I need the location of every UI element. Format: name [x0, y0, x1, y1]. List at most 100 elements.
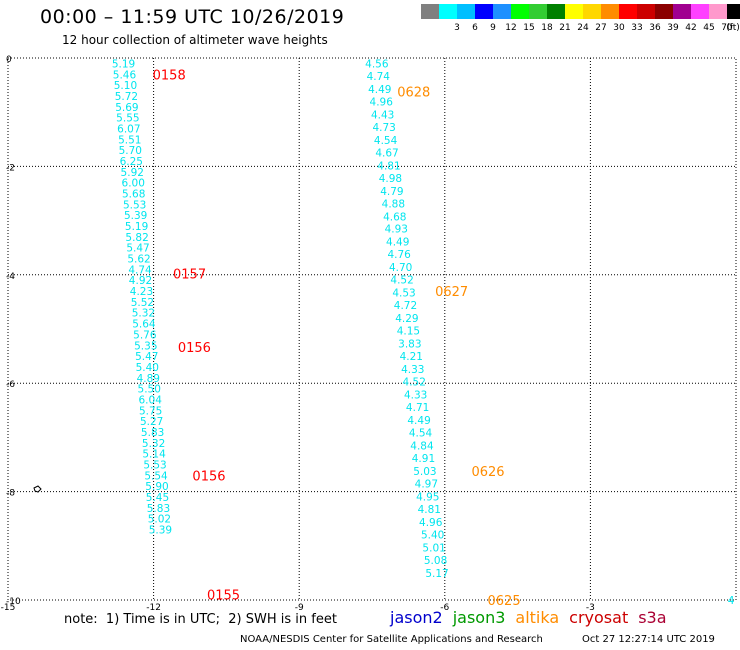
page-title: 00:00 – 11:59 UTC 10/26/2019 — [40, 6, 345, 28]
satellite-legend: jason2 jason3 altika cryosat s3a — [390, 608, 677, 627]
scale-label: 21 — [559, 23, 571, 33]
swh-value: 5.68 — [122, 189, 145, 201]
scale-label: 15 — [523, 23, 535, 33]
swh-value: 4.52 — [403, 377, 426, 389]
swh-value: 4.33 — [404, 390, 427, 402]
swh-value: 5.54 — [144, 470, 168, 482]
scale-label: 6 — [472, 23, 478, 33]
scale-swatch — [439, 4, 457, 19]
credit-timestamp: Oct 27 12:27:14 UTC 2019 — [582, 634, 715, 645]
swh-value: 4.71 — [406, 402, 429, 414]
swh-value: 4.74 — [367, 71, 391, 83]
swh-value: 3.83 — [398, 339, 421, 351]
swh-value: 4.89 — [137, 373, 160, 385]
swh-value: 4.79 — [380, 186, 403, 198]
swh-value: 4.70 — [389, 262, 412, 274]
swh-value: 4.21 — [400, 351, 423, 363]
swh-value: 5.62 — [127, 254, 150, 266]
pass-time-label: 0157 — [173, 268, 206, 283]
swh-value: 5.10 — [114, 80, 137, 92]
swh-value: 4.76 — [387, 249, 411, 261]
swh-value: 4.74 — [128, 264, 152, 276]
swh-value: 4.49 — [386, 237, 409, 249]
swh-value: 5.03 — [413, 466, 436, 478]
swh-value: 5.83 — [147, 503, 170, 515]
swh-value: 4.95 — [416, 491, 439, 503]
scale-label: 33 — [631, 23, 643, 33]
pass-time-label: 0627 — [435, 285, 468, 300]
scale-label: 3 — [454, 23, 460, 33]
scale-swatch — [673, 4, 691, 19]
y-tick-label: -2 — [6, 163, 15, 173]
legend-item-jason2: jason2 — [390, 608, 443, 627]
scale-swatch — [691, 4, 709, 19]
y-tick-label: 0 — [6, 55, 12, 65]
scale-label: 70 — [721, 23, 733, 33]
swh-value: 4.54 — [409, 428, 433, 440]
legend-item-altika: altika — [515, 608, 560, 627]
swh-value: 5.90 — [145, 481, 168, 493]
scale-swatch — [565, 4, 583, 19]
swh-value: 5.08 — [424, 555, 447, 567]
swh-value: 5.02 — [148, 514, 171, 526]
swh-value: 4.49 — [407, 415, 430, 427]
swh-value: 4.67 — [375, 147, 398, 159]
swh-value: 5.19 — [112, 58, 135, 70]
pass-time-label: 0155 — [207, 589, 240, 604]
scale-swatch — [709, 4, 727, 19]
swh-value: 4.43 — [371, 109, 394, 121]
scale-swatch — [601, 4, 619, 19]
swh-value: 5.69 — [115, 102, 138, 114]
swh-value: 5.50 — [138, 384, 161, 396]
swh-value: 5.53 — [143, 460, 166, 472]
swh-value: 4.33 — [401, 364, 424, 376]
scale-swatch — [493, 4, 511, 19]
swh-value: 5.14 — [142, 449, 166, 461]
island-outline — [33, 485, 42, 493]
swh-value: 4.68 — [383, 211, 406, 223]
swh-value: 5.35 — [134, 340, 157, 352]
swh-value: 5.32 — [132, 308, 155, 320]
swh-value: 4.23 — [130, 286, 153, 298]
swh-value: 6.04 — [139, 394, 163, 406]
swh-value: 4.52 — [390, 275, 413, 287]
swh-value: 4.84 — [410, 441, 434, 453]
pass-time-label: 0156 — [192, 469, 225, 484]
pass-time-label: 0626 — [471, 465, 504, 480]
y-tick-label: -8 — [6, 489, 15, 499]
swh-value: 5.17 — [425, 568, 448, 580]
swh-value: 4.93 — [385, 224, 408, 236]
swh-value: 5.01 — [422, 542, 445, 554]
x-tick-label: -9 — [295, 603, 304, 613]
swh-value: 5.82 — [125, 232, 148, 244]
swh-value: 4.15 — [397, 326, 420, 338]
x-tick-label: -12 — [146, 603, 161, 613]
swh-value: 6.07 — [117, 123, 140, 135]
swh-value: 5.39 — [124, 210, 147, 222]
swh-value: 5.27 — [140, 416, 163, 428]
swh-value: 4.73 — [372, 122, 395, 134]
swh-value: 5.72 — [115, 91, 138, 103]
scale-label: 45 — [703, 23, 715, 33]
y-tick-label: -10 — [6, 597, 21, 607]
map-frame — [7, 57, 737, 601]
swh-value: 5.40 — [421, 529, 444, 541]
scale-swatch — [421, 4, 439, 19]
scale-swatch — [727, 4, 740, 19]
swh-value: 5.92 — [121, 167, 144, 179]
swh-value: 4.49 — [368, 84, 391, 96]
x-tick-label: -3 — [586, 603, 595, 613]
swh-value: 4.81 — [418, 504, 441, 516]
swh-value: 4.97 — [415, 478, 438, 490]
scale-swatch — [619, 4, 637, 19]
swh-value: 4.88 — [382, 198, 405, 210]
scale-swatch — [655, 4, 673, 19]
scale-label: 9 — [490, 23, 496, 33]
scale-label: 30 — [613, 23, 625, 33]
scale-swatch — [547, 4, 565, 19]
swh-value: 4.53 — [392, 288, 415, 300]
x-tick-label: -6 — [440, 603, 449, 613]
pass-time-label: 0625 — [488, 594, 521, 609]
swh-value: 5.52 — [131, 297, 154, 309]
